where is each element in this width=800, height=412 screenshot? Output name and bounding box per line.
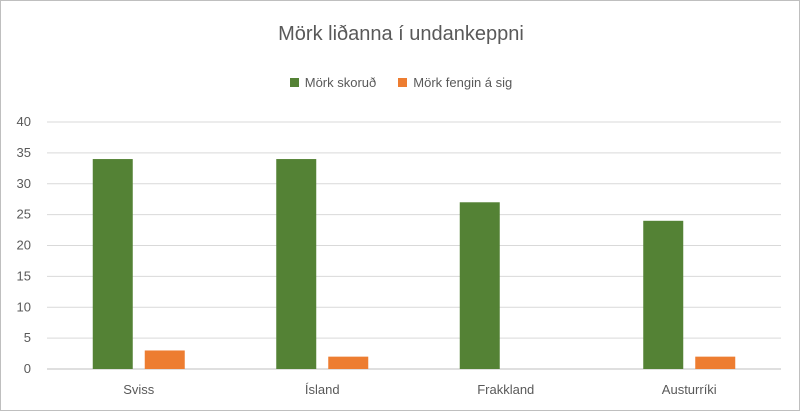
y-tick-label: 20 [17,238,31,253]
bar [92,159,133,369]
chart-title: Mörk liðanna í undankeppni [278,23,524,45]
bar [643,220,684,369]
bar [144,350,185,369]
y-tick-label: 0 [24,361,31,376]
y-tick-label: 15 [17,268,31,283]
bar [459,202,500,369]
bar [328,356,369,369]
y-tick-label: 5 [24,330,31,345]
legend-label-conceded: Mörk fengin á sig [413,75,513,90]
y-tick-label: 40 [17,114,31,129]
y-tick-label: 30 [17,176,31,191]
x-tick-label: Austurríki [662,382,717,397]
x-tick-label: Frakkland [477,382,534,397]
legend-item-scored: Mörk skoruð [289,75,377,90]
y-tick-label: 25 [17,207,31,222]
legend-label-scored: Mörk skoruð [304,75,377,90]
legend-swatch-conceded [398,78,408,87]
legend-item-conceded: Mörk fengin á sig [398,75,512,90]
chart-legend: Mörk skoruð Mörk fengin á sig [1,75,800,90]
bar [695,356,736,369]
x-tick-label: Ísland [305,382,340,397]
y-tick-label: 10 [17,299,31,314]
x-tick-label: Sviss [123,382,155,397]
bar [276,159,317,369]
y-tick-label: 35 [17,145,31,160]
legend-swatch-scored [289,78,299,87]
